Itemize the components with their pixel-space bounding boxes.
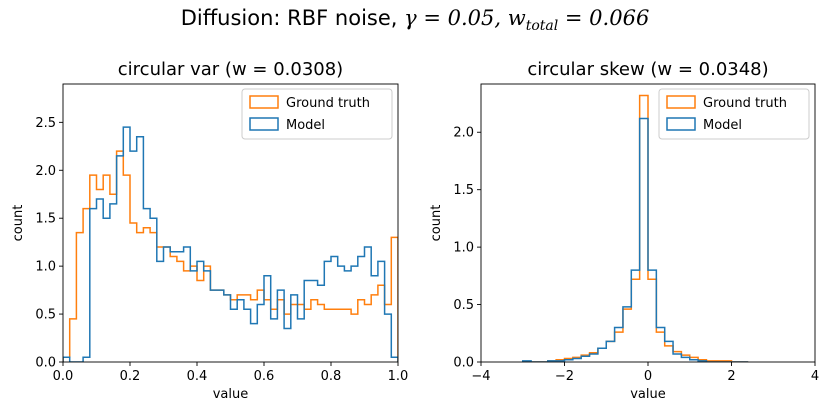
chart1-xtick-label: 0.0	[53, 369, 74, 384]
chart1-ytick-label: 1.0	[35, 260, 56, 275]
chart2-legend-label-ground-truth: Ground truth	[703, 96, 787, 111]
chart1-series-ground-truth	[63, 150, 398, 362]
chart2-series-model	[522, 117, 749, 362]
suptitle-w-value: = 0.066	[558, 6, 650, 30]
chart1-ytick-label: 2.0	[35, 164, 56, 179]
chart2-xtick-label: 2	[727, 369, 735, 384]
chart2-ytick-label: 0.0	[453, 356, 474, 371]
chart2-legend	[658, 88, 810, 140]
suptitle-gamma: γ = 0.05,	[404, 6, 508, 30]
chart1-xlabel: value	[213, 387, 249, 402]
chart2-xtick-label: 4	[811, 369, 819, 384]
chart1-ytick-label: 1.5	[35, 212, 56, 227]
chart1-series-model	[63, 126, 398, 362]
chart2-xtick-label: 0	[644, 369, 652, 384]
chart2-ytick-label: 1.5	[453, 183, 474, 198]
chart2-ytick-label: 1.0	[453, 241, 474, 256]
chart2-legend-label-model: Model	[703, 118, 742, 133]
chart1-legend	[241, 88, 393, 140]
chart1-legend-swatch-model	[249, 117, 279, 131]
chart1-xtick-label: 1.0	[388, 369, 409, 384]
chart2-xtick-label: −2	[555, 369, 574, 384]
suptitle-subscript: total	[525, 18, 559, 35]
chart1-ytick-label: 2.5	[35, 116, 56, 131]
figure-suptitle: Diffusion: RBF noise, γ = 0.05, wtotal =…	[0, 6, 830, 34]
chart2-xlabel: value	[630, 387, 666, 402]
chart1-ytick-label: 0.0	[35, 356, 56, 371]
chart1-frame	[62, 83, 399, 363]
chart1-ylabel: count	[11, 205, 26, 242]
chart2-ylabel: count	[429, 205, 444, 242]
chart2-legend-swatch-model	[666, 117, 696, 131]
chart1-legend-label-model: Model	[286, 118, 325, 133]
chart1-xtick-label: 0.6	[254, 369, 275, 384]
chart1-xtick-label: 0.4	[187, 369, 208, 384]
chart1-legend-swatch-ground-truth	[249, 95, 279, 109]
chart1-xtick-label: 0.8	[321, 369, 342, 384]
chart2-ytick-label: 0.5	[453, 298, 474, 313]
chart2-ytick-label: 2.0	[453, 126, 474, 141]
chart2-legend-swatch-ground-truth	[666, 95, 696, 109]
chart1-ytick-label: 0.5	[35, 308, 56, 323]
chart2-xtick-label: −4	[471, 369, 490, 384]
chart2-title: circular skew (w = 0.0348)	[527, 59, 768, 80]
chart1-legend-label-ground-truth: Ground truth	[286, 96, 370, 111]
chart1-title: circular var (w = 0.0308)	[118, 59, 343, 80]
suptitle-prefix: Diffusion: RBF noise,	[180, 6, 405, 30]
suptitle-w: w	[507, 6, 526, 30]
chart1-xtick-label: 0.2	[120, 369, 141, 384]
